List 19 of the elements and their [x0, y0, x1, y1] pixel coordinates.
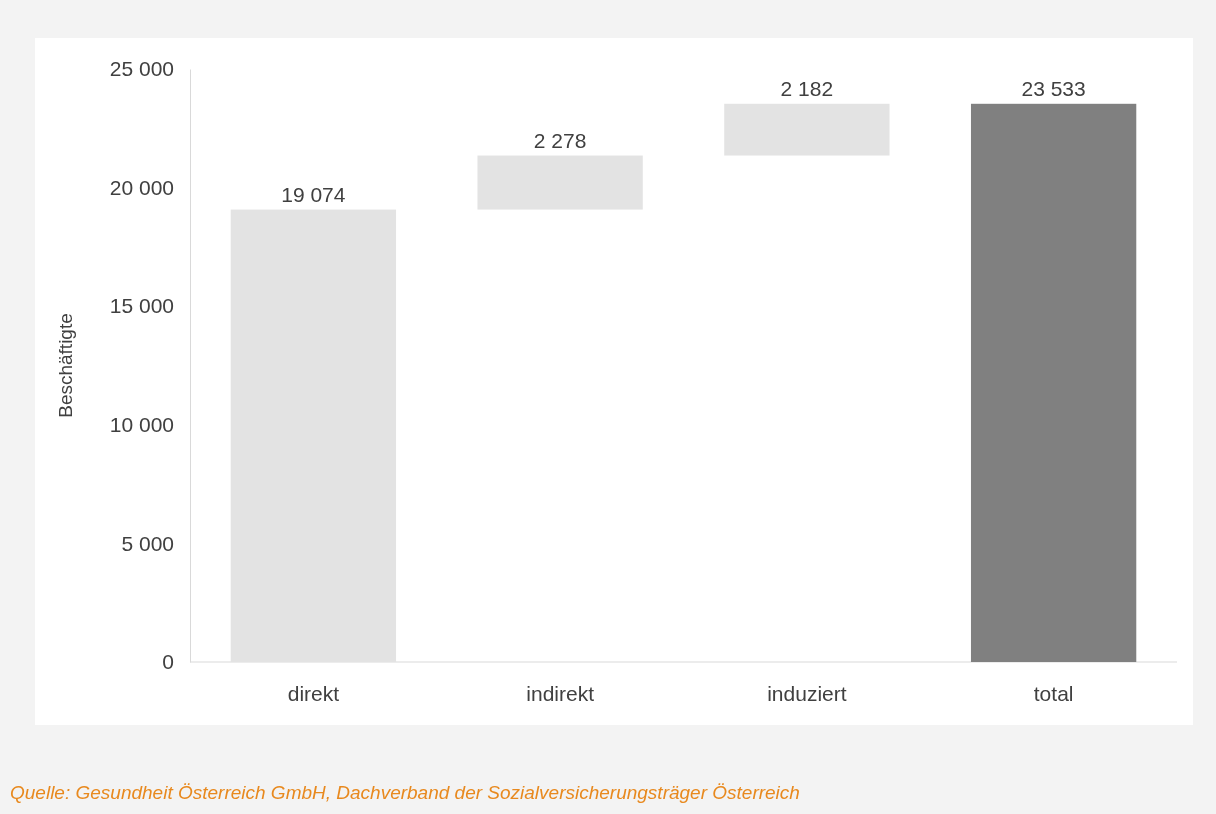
- data-label: 2 182: [780, 76, 834, 100]
- data-label: 19 074: [281, 182, 346, 206]
- y-tick-label: 25 000: [109, 57, 174, 81]
- x-tick-label: total: [1033, 681, 1074, 705]
- y-tick-label: 20 000: [109, 175, 174, 199]
- y-tick-label: 0: [162, 650, 174, 674]
- bar: [724, 103, 890, 156]
- y-tick-label: 15 000: [109, 294, 174, 318]
- bar: [970, 103, 1137, 662]
- y-tick-label: 10 000: [109, 413, 174, 437]
- source-note: Quelle: Gesundheit Österreich GmbH, Dachverband der Sozialversicherungsträger Österreich: [10, 782, 800, 803]
- y-axis-title: Beschäftigte: [55, 313, 76, 418]
- bar: [477, 155, 643, 210]
- x-tick-label: indirekt: [526, 681, 595, 705]
- data-label: 2 278: [533, 128, 587, 152]
- x-tick-label: induziert: [767, 681, 847, 705]
- y-tick-label: 5 000: [121, 531, 174, 555]
- data-label: 23 533: [1021, 76, 1086, 100]
- x-tick-label: direkt: [287, 681, 340, 705]
